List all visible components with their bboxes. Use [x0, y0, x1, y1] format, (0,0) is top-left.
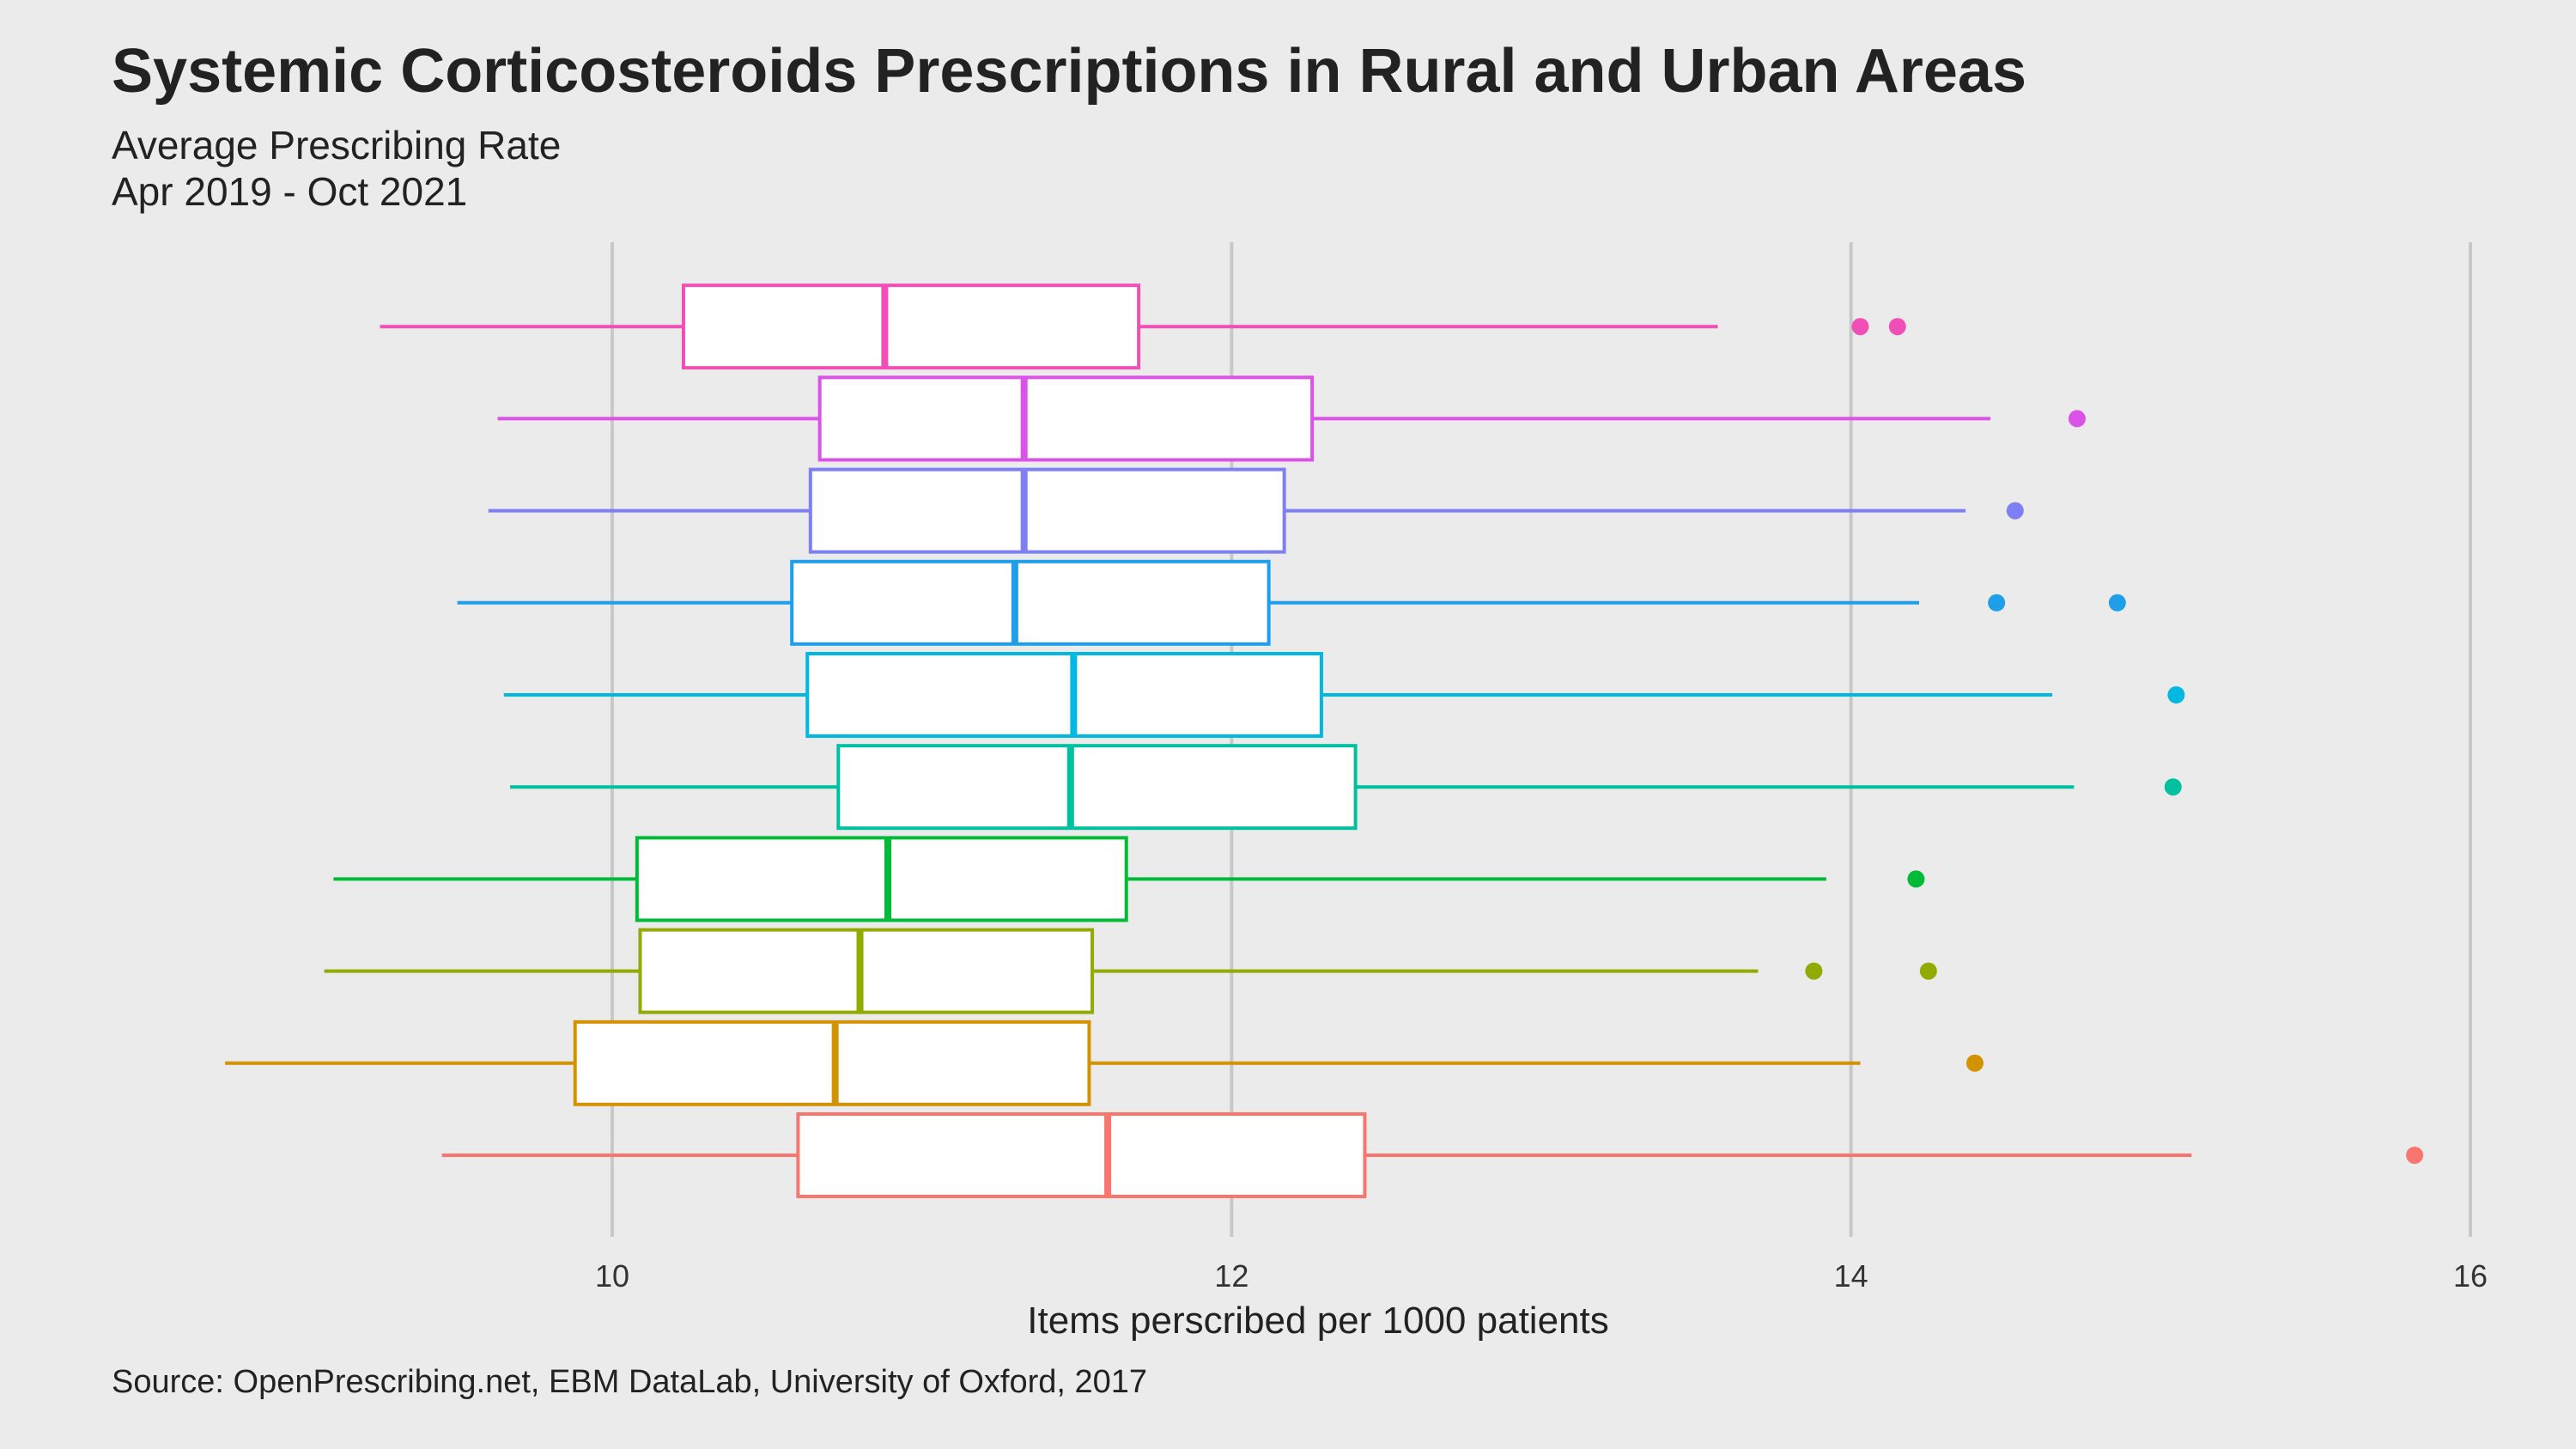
boxplot-row-8 [488, 467, 2024, 554]
boxplot-row-2 [225, 1020, 1984, 1106]
box-iqr [808, 467, 1286, 554]
box-iqr [790, 559, 1271, 646]
outlier-point-2 [1919, 962, 1937, 980]
boxplot-row-6 [503, 652, 2185, 738]
outlier-point-1 [1907, 870, 1925, 888]
subtitle-line-1: Average Prescribing Rate [112, 123, 562, 167]
boxplot-row-5 [509, 744, 2182, 831]
box-iqr [836, 744, 1358, 831]
box-iqr [817, 375, 1315, 462]
x-tick-label-14: 14 [1834, 1258, 1868, 1294]
source-caption: Source: OpenPrescribing.net, EBM DataLab… [112, 1364, 1148, 1400]
boxplot-row-1 [441, 1112, 2424, 1198]
x-tick-label-12: 12 [1214, 1258, 1249, 1294]
boxplot-row-9 [497, 375, 2086, 462]
outlier-point-1 [1851, 318, 1869, 336]
boxplot-row-7 [457, 559, 2126, 646]
outlier-point-1 [2406, 1147, 2424, 1164]
box-iqr [805, 652, 1323, 738]
x-axis-title: Items perscribed per 1000 patients [1027, 1300, 1609, 1342]
box-iqr [635, 836, 1128, 922]
outlier-point-1 [1988, 594, 2006, 612]
outlier-point-1 [2068, 410, 2086, 428]
chart-title: Systemic Corticosteroids Prescriptions i… [112, 37, 2026, 106]
box-iqr [638, 928, 1095, 1014]
boxplot-row-4 [333, 836, 1925, 922]
boxplot-row-10 [380, 283, 1906, 370]
x-tick-label-16: 16 [2453, 1258, 2488, 1294]
outlier-point-1 [1965, 1054, 1984, 1072]
outlier-point-1 [2167, 686, 2185, 703]
x-tick-labels: 10 12 14 16 [595, 1258, 2488, 1294]
outlier-point-2 [2108, 594, 2126, 612]
boxplot-series [225, 283, 2424, 1198]
x-tick-label-10: 10 [595, 1258, 629, 1294]
boxplot-row-3 [324, 928, 1937, 1014]
subtitle-line-2: Apr 2019 - Oct 2021 [112, 169, 468, 214]
outlier-point-1 [2164, 778, 2182, 796]
box-iqr [681, 283, 1141, 370]
box-iqr [796, 1112, 1367, 1198]
chart-subtitle: Average Prescribing Rate Apr 2019 - Oct … [112, 122, 561, 215]
outlier-point-1 [2006, 502, 2024, 520]
outlier-point-2 [1888, 318, 1906, 336]
outlier-point-1 [1805, 962, 1823, 980]
